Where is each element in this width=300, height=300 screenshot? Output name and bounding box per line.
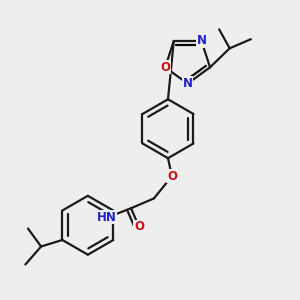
Text: HN: HN [97,211,117,224]
Text: N: N [196,34,206,47]
Text: N: N [183,77,193,90]
Text: O: O [160,61,170,74]
Text: O: O [167,170,177,183]
Text: O: O [134,220,144,233]
